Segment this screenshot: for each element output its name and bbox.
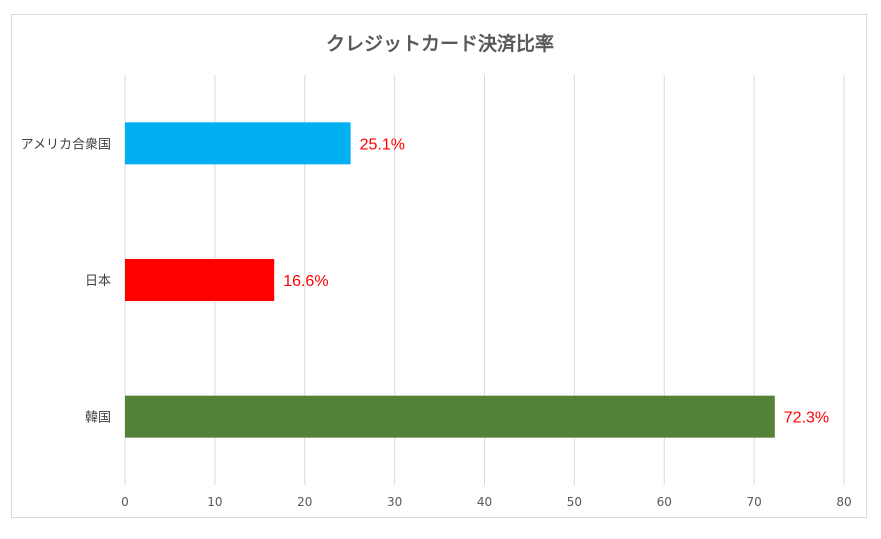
data-label-2: 72.3% [784,410,829,427]
x-tick-label-20: 20 [297,495,312,509]
bar-1 [125,259,275,301]
category-label-2: 韓国 [85,411,111,426]
bar-0 [125,122,351,165]
x-tick-label-50: 50 [567,495,582,509]
chart-title: クレジットカード決済比率 [326,32,554,55]
bars [125,122,775,438]
category-label-1: 日本 [85,274,111,289]
data-label-0: 25.1% [360,136,405,153]
x-tick-labels: 0 10 20 30 40 50 60 70 80 [121,495,851,509]
bar-2 [125,395,775,438]
category-label-0: アメリカ合衆国 [21,136,111,152]
x-tick-label-30: 30 [387,495,402,509]
x-tick-label-40: 40 [477,495,492,509]
chart-frame: クレジットカード決済比率 アメリカ合衆国日本韓国 0 10 20 30 40 50 60 70… [11,14,867,518]
data-labels: 25.1% 16.6% 72.3% [283,136,829,426]
x-tick-label-70: 70 [746,495,761,509]
x-tick-label-0: 0 [121,495,129,509]
x-tick-label-60: 60 [657,495,672,509]
x-tick-label-80: 80 [836,495,851,509]
x-tick-label-10: 10 [207,495,222,509]
data-label-1: 16.6% [283,273,328,290]
